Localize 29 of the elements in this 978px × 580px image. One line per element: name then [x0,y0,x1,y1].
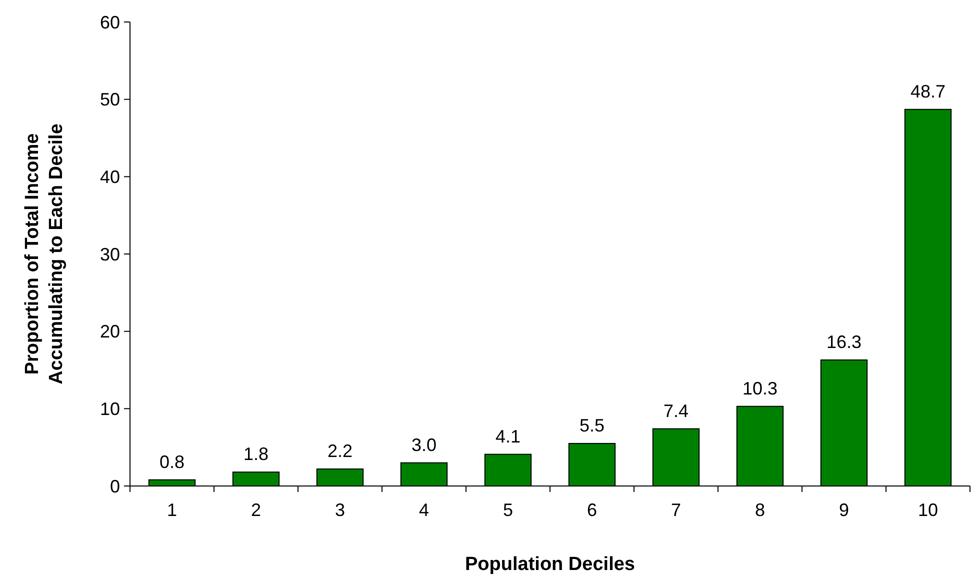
data-label: 3.0 [411,434,437,455]
y-tick-label: 30 [100,244,120,264]
y-tick-label: 20 [100,322,120,342]
x-tick-label: 8 [754,500,766,520]
y-tick-label: 10 [100,398,120,419]
data-label: 7.4 [663,400,689,421]
data-label: 0.8 [159,452,185,472]
y-tick-label: 60 [100,12,120,32]
x-tick-label: 4 [418,500,430,520]
x-tick-label: 2 [250,500,262,520]
data-label: 16.3 [826,332,862,352]
x-tick-label: 10 [918,500,938,520]
x-tick-label: 1 [166,500,178,520]
x-tick-label: 5 [502,500,514,520]
x-tick-label: 6 [586,500,598,520]
x-tick-label: 3 [334,500,346,520]
data-label: 48.7 [910,81,946,102]
data-label: 4.1 [495,426,521,446]
data-label: 10.3 [742,378,778,398]
x-tick-label: 9 [838,500,850,520]
data-label: 2.2 [327,440,353,461]
data-label: 5.5 [579,415,605,436]
x-tick-label: 7 [670,500,682,520]
y-axis-title: Proportion of Total Income Accumulating to Each Decile [22,124,67,384]
x-axis-title: Population Deciles [465,554,635,575]
y-tick-label: 50 [100,90,120,110]
y-tick-label: 0 [110,476,120,496]
data-label: 1.8 [243,444,269,464]
y-tick-label: 40 [100,166,120,187]
